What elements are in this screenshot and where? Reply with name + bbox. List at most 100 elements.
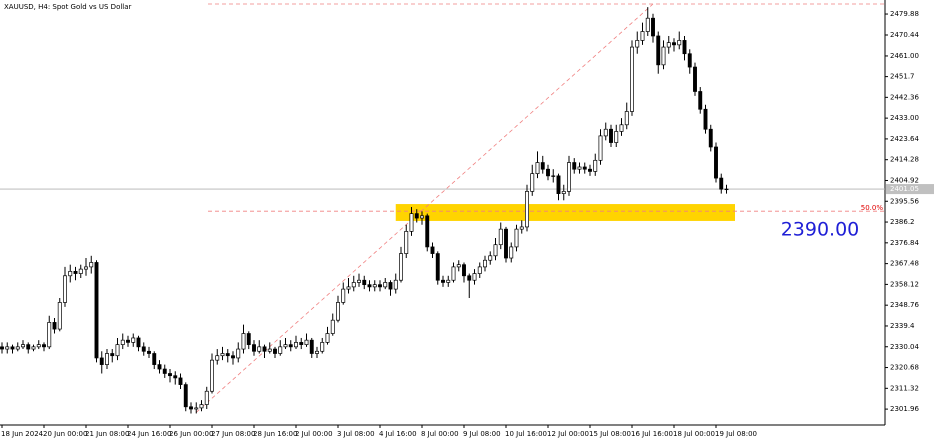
current-price-box	[886, 184, 934, 195]
candle-body	[84, 266, 88, 270]
current-price-label: 2401.05	[890, 185, 919, 193]
candle-body	[388, 282, 393, 290]
y-tick-label: 2461.00	[890, 52, 919, 60]
candle-body	[409, 213, 414, 232]
candle-body	[168, 373, 172, 377]
x-tick-label: 16 Jul 16:00	[631, 430, 673, 438]
candle-body	[588, 168, 592, 172]
y-tick-label: 2311.32	[890, 384, 919, 392]
candle-body	[315, 350, 319, 354]
candle-body	[577, 166, 582, 170]
candle-body	[719, 177, 724, 190]
x-tick-label: 21 Jun 08:00	[85, 430, 129, 438]
candle-body	[582, 166, 587, 170]
candle-body	[372, 284, 377, 288]
candle-body	[635, 40, 640, 48]
x-tick-label: 3 Jul 08:00	[337, 430, 375, 438]
candle-body	[320, 342, 325, 352]
candle-body	[693, 66, 697, 92]
x-tick-label: 26 Jun 00:00	[169, 430, 213, 438]
candle-body	[567, 162, 571, 192]
candle-body	[504, 228, 508, 259]
candle-body	[15, 346, 20, 350]
candle-body	[456, 264, 461, 268]
candle-body	[210, 359, 214, 392]
candle-body	[572, 162, 577, 170]
candle-body	[283, 344, 288, 348]
candle-body	[593, 159, 598, 172]
candle-body	[677, 40, 682, 46]
candle-body	[115, 344, 120, 357]
candle-body	[294, 342, 298, 348]
candle-body	[525, 191, 529, 228]
support-zone	[395, 204, 735, 221]
x-tick-label: 15 Jul 08:00	[589, 430, 631, 438]
chart-title: XAUUSD, H4: Spot Gold vs US Dollar	[4, 3, 132, 11]
candle-body	[367, 284, 372, 288]
x-tick-label: 19 Jul 08:00	[715, 430, 757, 438]
y-tick-label: 2339.4	[890, 322, 915, 330]
x-tick-label: 28 Jun 16:00	[253, 430, 297, 438]
candle-body	[304, 339, 309, 345]
candle-body	[78, 268, 83, 274]
candle-body	[73, 270, 78, 274]
candle-body	[21, 344, 25, 348]
candle-body	[472, 273, 477, 281]
candle-body	[204, 390, 209, 405]
candle-body	[651, 17, 655, 37]
candle-body	[99, 357, 104, 365]
x-tick-label: 10 Jul 16:00	[505, 430, 547, 438]
candle-body	[220, 353, 225, 357]
candle-body	[682, 40, 687, 55]
candle-body	[189, 406, 193, 410]
candle-body	[241, 333, 246, 350]
fib-level-label: 50.0%	[861, 204, 884, 212]
candle-body	[509, 246, 514, 259]
y-tick-label: 2442.36	[890, 93, 919, 101]
candle-body	[556, 175, 561, 194]
x-tick-label: 2 Jul 00:00	[295, 430, 333, 438]
y-tick-label: 2395.56	[890, 197, 919, 205]
candle-body	[262, 346, 267, 352]
candle-body	[614, 131, 619, 143]
candle-body	[551, 175, 556, 177]
candle-body	[57, 302, 62, 330]
candle-body	[120, 339, 125, 345]
candle-body	[435, 253, 440, 281]
candle-body	[362, 279, 367, 286]
candle-body	[126, 339, 130, 343]
candle-body	[5, 346, 10, 350]
candle-body	[598, 135, 603, 161]
y-tick-label: 2358.12	[890, 280, 919, 288]
y-tick-label: 2301.96	[890, 405, 919, 413]
candle-body	[299, 342, 304, 345]
y-tick-label: 2414.28	[890, 156, 919, 164]
x-tick-label: 4 Jul 16:00	[379, 430, 417, 438]
candle-body	[141, 346, 146, 352]
candle-body	[535, 162, 540, 174]
candle-body	[346, 286, 351, 290]
candle-body	[194, 407, 199, 410]
y-tick-label: 2423.64	[890, 135, 919, 143]
candle-body	[36, 344, 41, 348]
candle-body	[52, 322, 57, 330]
candle-body	[498, 228, 503, 246]
candle-body	[383, 282, 388, 288]
candle-body	[10, 346, 15, 350]
candle-body	[357, 279, 361, 283]
candle-body	[288, 344, 293, 348]
candle-body	[378, 284, 382, 288]
price-annotation: 2390.00	[781, 219, 860, 241]
candle-body	[546, 168, 550, 177]
candle-body	[162, 368, 167, 374]
candle-body	[183, 384, 188, 408]
candle-body	[42, 344, 46, 348]
candle-body	[404, 231, 409, 254]
candle-body	[714, 146, 718, 179]
candle-body	[393, 279, 398, 290]
candle-body	[467, 275, 472, 281]
x-tick-label: 24 Jun 16:00	[127, 430, 171, 438]
candle-body	[325, 333, 330, 343]
candle-body	[341, 288, 346, 303]
candle-body	[530, 173, 535, 192]
